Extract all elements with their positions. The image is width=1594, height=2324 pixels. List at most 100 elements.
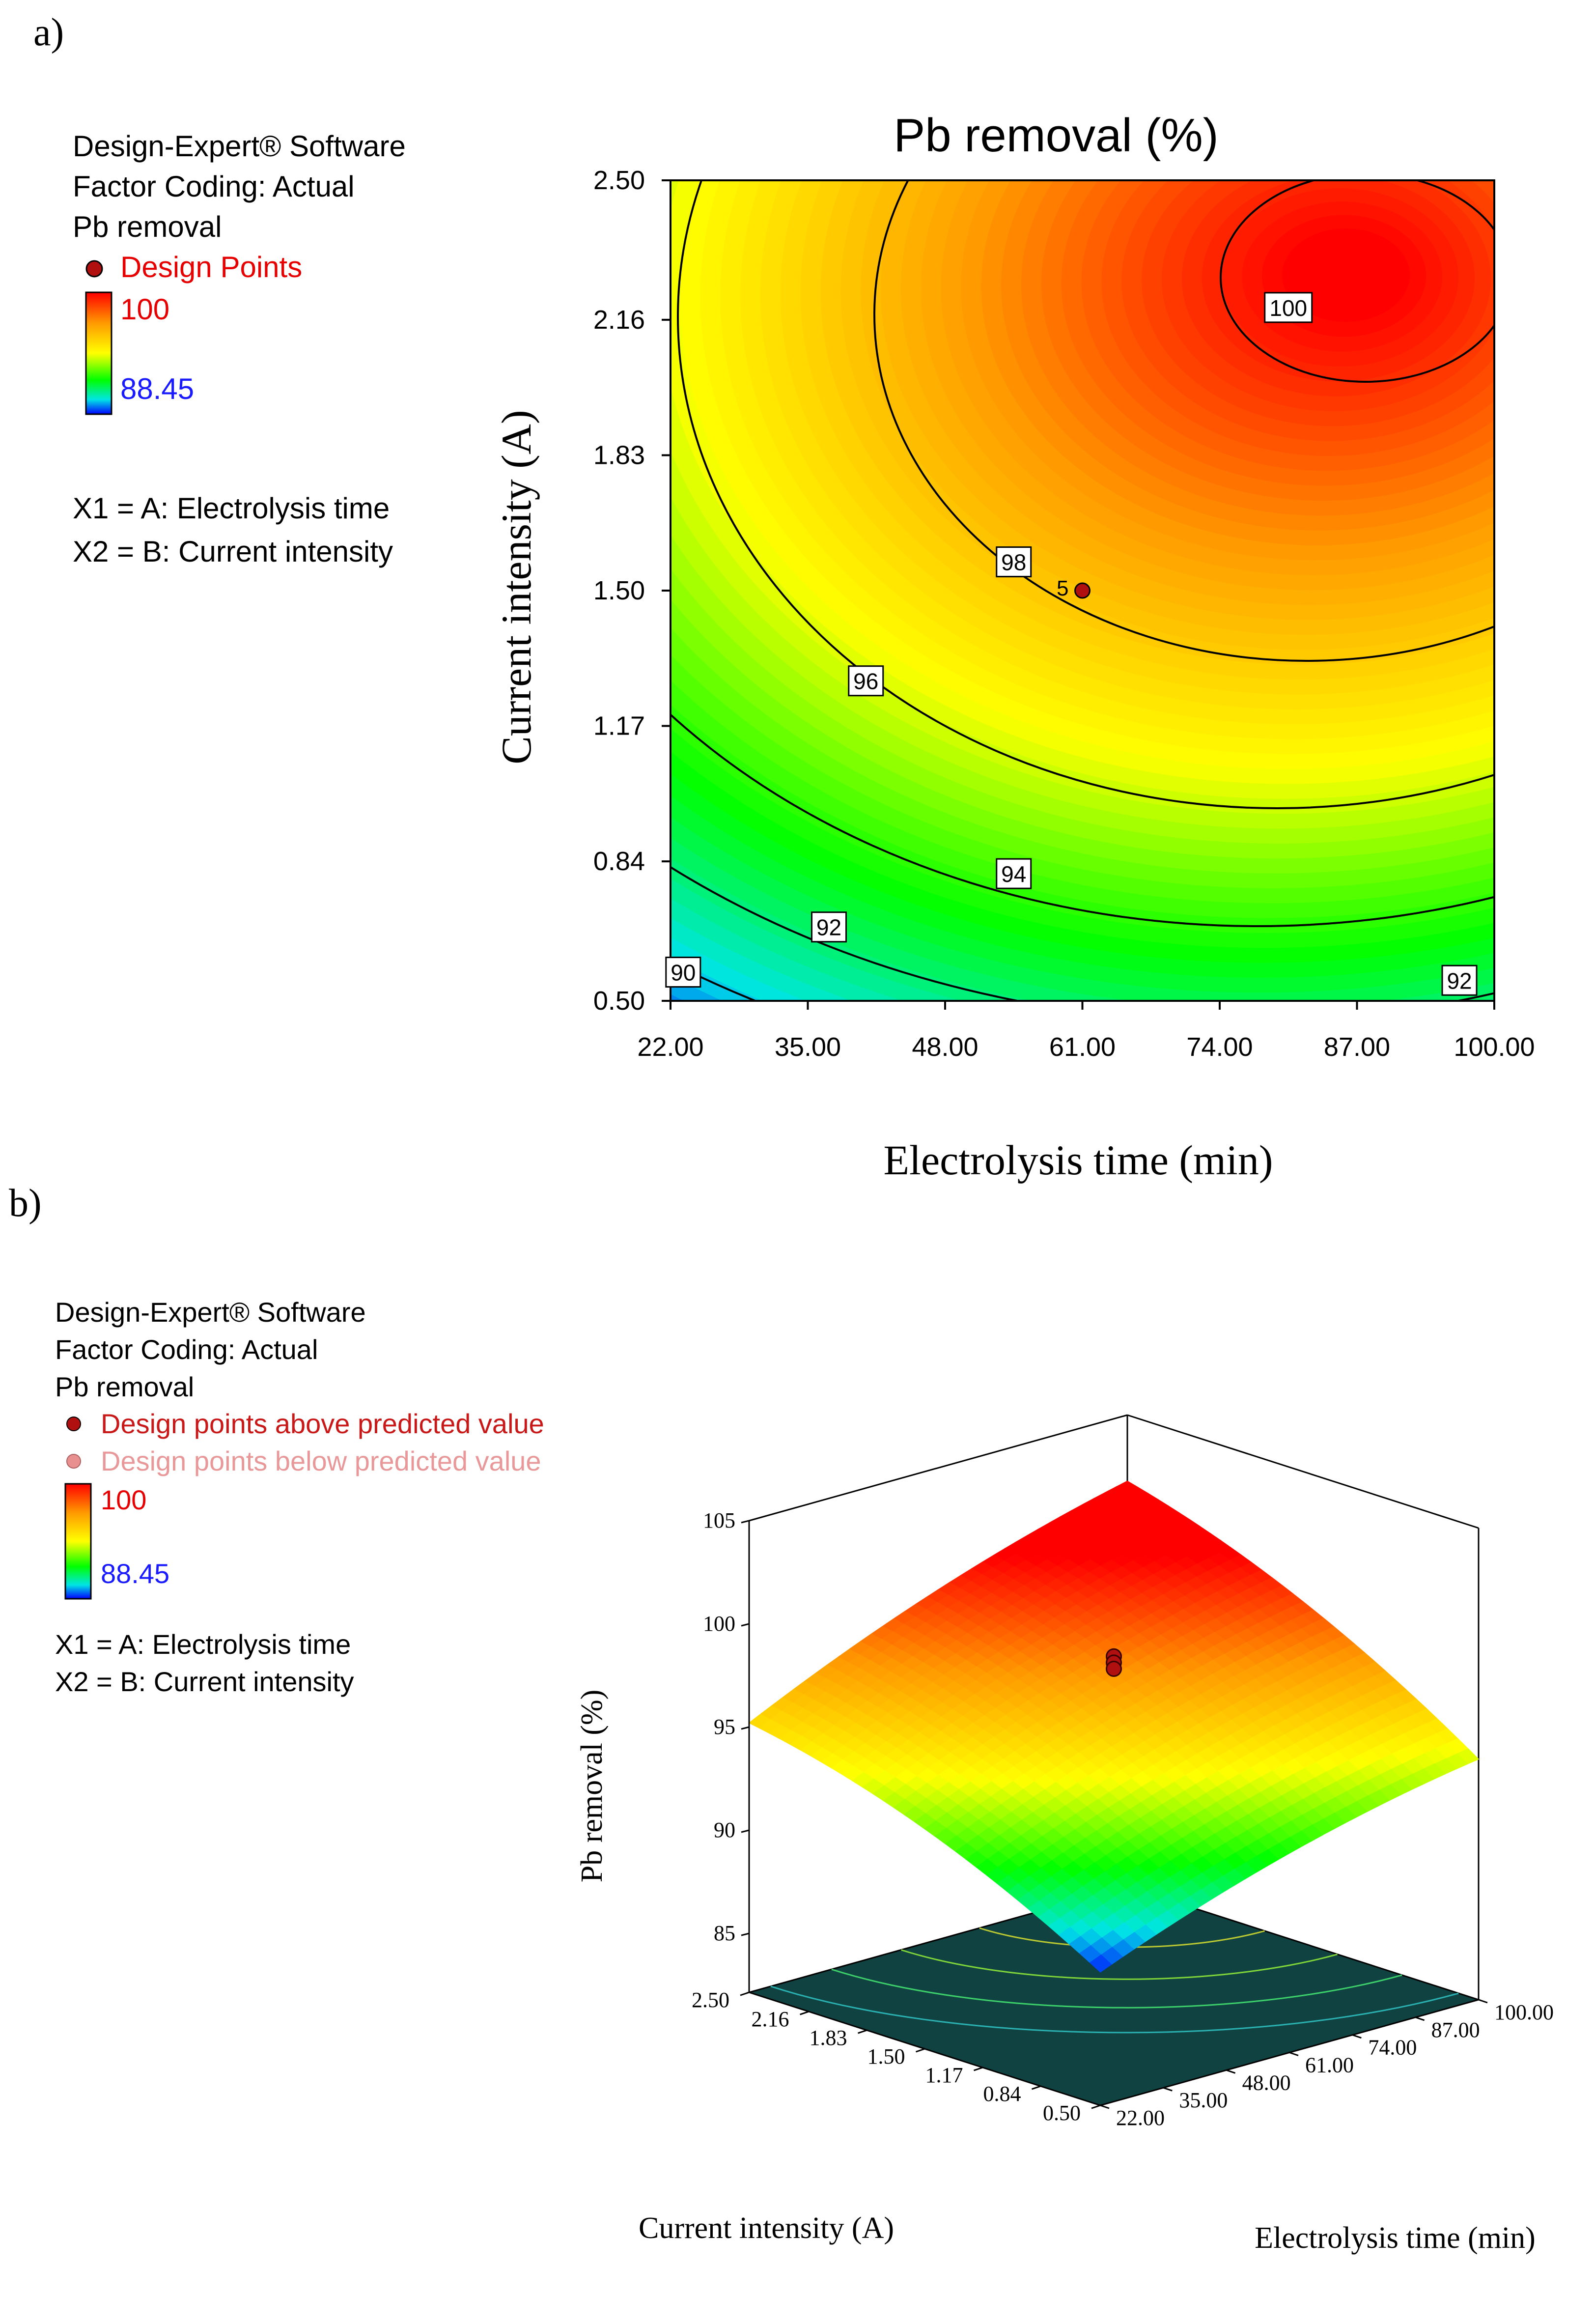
x-tick-label: 61.00 <box>1049 1032 1116 1062</box>
contour-label: 96 <box>848 665 884 697</box>
y-tick-mark <box>800 2011 810 2015</box>
contour-line-96 <box>677 180 1494 809</box>
legend-a-response: Pb removal <box>73 210 222 243</box>
design-point-marker-icon <box>85 260 103 278</box>
legend-b-below: Design points below predicted value <box>101 1445 541 1476</box>
y-tick-label: 0.84 <box>983 2082 1021 2106</box>
y-tick-label: 2.50 <box>593 166 645 195</box>
contour-label: 92 <box>811 911 847 943</box>
svg-text:96: 96 <box>853 669 878 694</box>
contour-title: Pb removal (%) <box>894 109 1219 162</box>
x-tick-label: 22.00 <box>1116 2106 1165 2130</box>
legend-a-factor-coding: Factor Coding: Actual <box>73 170 355 203</box>
above-point-marker-icon <box>66 1417 81 1431</box>
x-tick-mark <box>1163 2087 1173 2092</box>
legend-a-software: Design-Expert® Software <box>73 130 406 163</box>
x-tick-mark <box>1226 2069 1236 2074</box>
x-tick-label: 100.00 <box>1454 1032 1535 1062</box>
surface-x-axis-label: Electrolysis time (min) <box>1255 2221 1536 2255</box>
contour-line-98 <box>873 180 1494 662</box>
contour-x-axis-label: Electrolysis time (min) <box>884 1136 1273 1184</box>
y-tick-label: 1.17 <box>925 2063 963 2087</box>
svg-text:94: 94 <box>1001 861 1026 887</box>
contour-line-100 <box>1220 180 1494 383</box>
design-point-replicates: 5 <box>1057 576 1068 600</box>
design-point <box>1074 582 1091 599</box>
y-tick-label: 2.16 <box>593 305 645 335</box>
z-tick-mark <box>741 1520 750 1524</box>
x-tick-label: 87.00 <box>1324 1032 1390 1062</box>
floor-contour-line <box>831 1968 1402 2009</box>
svg-text:98: 98 <box>1001 550 1026 575</box>
y-tick-label: 1.50 <box>593 576 645 605</box>
y-tick-label: 1.50 <box>867 2044 905 2069</box>
y-tick-label: 1.83 <box>593 440 645 470</box>
contour-label: 98 <box>996 546 1032 578</box>
legend-a-x2: X2 = B: Current intensity <box>73 535 393 568</box>
x-tick-label: 87.00 <box>1431 2018 1480 2042</box>
x-tick-label: 61.00 <box>1305 2053 1354 2077</box>
contour-line-94 <box>671 713 1494 927</box>
z-tick-label: 95 <box>714 1715 735 1739</box>
legend-b-above: Design points above predicted value <box>101 1408 544 1439</box>
svg-text:92: 92 <box>816 915 841 940</box>
x-tick-label: 100.00 <box>1494 2000 1554 2024</box>
contour-label: 94 <box>996 858 1032 889</box>
x-tick-mark <box>1100 2104 1110 2109</box>
legend-a-design-points: Design Points <box>120 251 302 283</box>
z-tick-mark <box>741 1932 750 1936</box>
x-tick-mark <box>1478 1999 1488 2004</box>
legend-a-x1: X1 = A: Electrolysis time <box>73 492 390 525</box>
z-tick-mark <box>741 1829 750 1833</box>
contour-plot-area: 100 98 96 94 92 92 90 5 <box>665 179 1495 1002</box>
legend-b-response: Pb removal <box>55 1371 194 1402</box>
below-point-marker-icon <box>66 1454 81 1469</box>
contour-label: 92 <box>1441 964 1478 996</box>
x-tick-label: 22.00 <box>637 1032 703 1062</box>
y-tick-mark <box>740 1991 750 1996</box>
y-tick-mark <box>974 2067 983 2071</box>
x-tick-label: 74.00 <box>1186 1032 1253 1062</box>
x-tick-mark <box>1289 2052 1299 2056</box>
y-tick-label: 0.50 <box>1043 2101 1081 2125</box>
legend-b-color-min: 88.45 <box>101 1558 169 1589</box>
legend-b-color-max: 100 <box>101 1484 146 1515</box>
y-tick-mark <box>1031 2085 1041 2090</box>
y-tick-mark <box>916 2048 925 2053</box>
svg-text:90: 90 <box>671 960 696 986</box>
x-tick-label: 48.00 <box>912 1032 978 1062</box>
contour-y-axis-label: Current intensity (A) <box>493 410 540 764</box>
panel-a-legend: Design-Expert® Software Factor Coding: A… <box>73 130 406 568</box>
z-tick-label: 85 <box>714 1921 735 1945</box>
z-tick-label: 100 <box>703 1612 735 1636</box>
legend-b-x1: X1 = A: Electrolysis time <box>55 1629 351 1660</box>
panel-b-legend: Design-Expert® Software Factor Coding: A… <box>55 1297 544 1697</box>
svg-text:92: 92 <box>1447 968 1472 993</box>
floor-contour-line <box>770 1985 1459 2034</box>
z-tick-label: 90 <box>714 1818 735 1842</box>
y-tick-label: 0.84 <box>593 847 645 876</box>
legend-a-color-min: 88.45 <box>120 372 194 405</box>
y-tick-label: 2.50 <box>692 1988 729 2012</box>
y-tick-mark <box>858 2029 867 2034</box>
response-surface <box>748 1480 1480 1973</box>
x-tick-mark <box>1352 2034 1362 2039</box>
legend-b-colorbar <box>64 1483 92 1600</box>
legend-a-color-max: 100 <box>120 293 169 326</box>
legend-b-x2: X2 = B: Current intensity <box>55 1666 354 1697</box>
panel-b-label: b) <box>9 1182 42 1225</box>
contour-fill-band <box>1282 228 1410 322</box>
contour-label: 100 <box>1264 292 1313 323</box>
x-tick-mark <box>1415 2016 1425 2021</box>
legend-b-factor-coding: Factor Coding: Actual <box>55 1334 318 1365</box>
x-tick-label: 74.00 <box>1368 2036 1417 2060</box>
floor-contour-line <box>901 1949 1338 1980</box>
y-tick-mark <box>1091 2104 1101 2109</box>
surface-z-axis-label: Pb removal (%) <box>575 1690 609 1883</box>
x-tick-label: 35.00 <box>775 1032 841 1062</box>
y-tick-label: 0.50 <box>593 986 645 1016</box>
x-tick-label: 35.00 <box>1179 2088 1228 2112</box>
z-tick-label: 105 <box>703 1508 735 1532</box>
